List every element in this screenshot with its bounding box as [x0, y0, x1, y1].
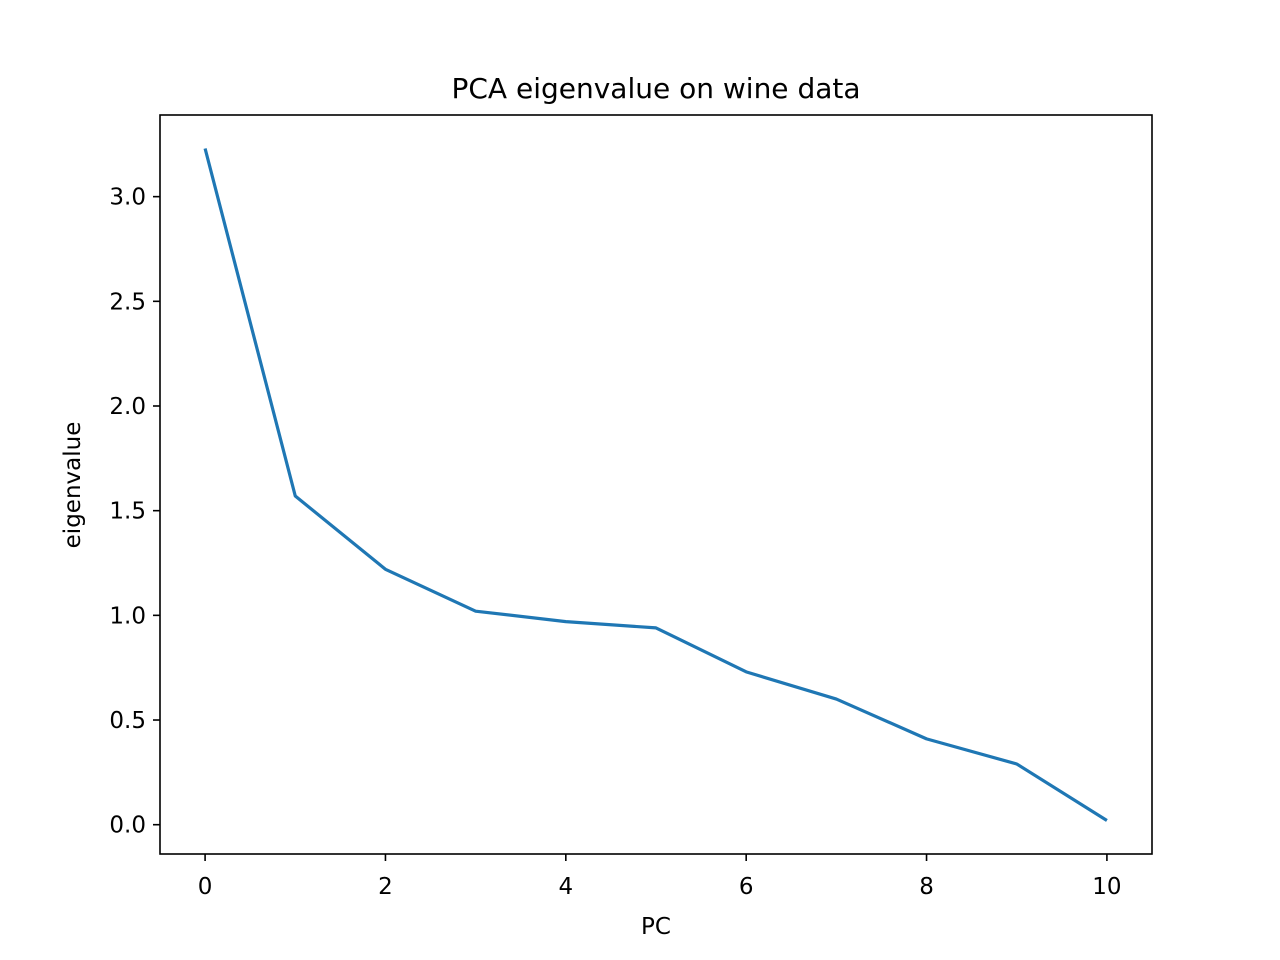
y-tick-label: 1.5	[109, 499, 146, 525]
y-axis-label: eigenvalue	[60, 422, 86, 549]
y-tick-label: 1.0	[109, 603, 146, 629]
axes-frame	[159, 114, 1153, 855]
x-tick-label: 8	[919, 874, 934, 900]
x-tick-label: 0	[198, 874, 213, 900]
x-tick-label: 2	[378, 874, 393, 900]
series-line-0	[203, 148, 1108, 822]
y-tick-label: 3.0	[109, 185, 146, 211]
x-axis-label: PC	[641, 914, 671, 940]
x-tick-label: 10	[1092, 874, 1121, 900]
y-tick-label: 2.5	[109, 289, 146, 315]
y-tick-label: 0.0	[109, 813, 146, 839]
plot-area: 0 2 4 6 8 10 0.0 0.5 1.0 1.5 2.0 2.5 3.0	[109, 114, 1153, 900]
x-tick-label: 6	[739, 874, 754, 900]
chart-title: PCA eigenvalue on wine data	[451, 72, 860, 105]
y-tick-label: 0.5	[109, 708, 146, 734]
y-tick-label: 2.0	[109, 394, 146, 420]
x-tick-label: 4	[558, 874, 573, 900]
